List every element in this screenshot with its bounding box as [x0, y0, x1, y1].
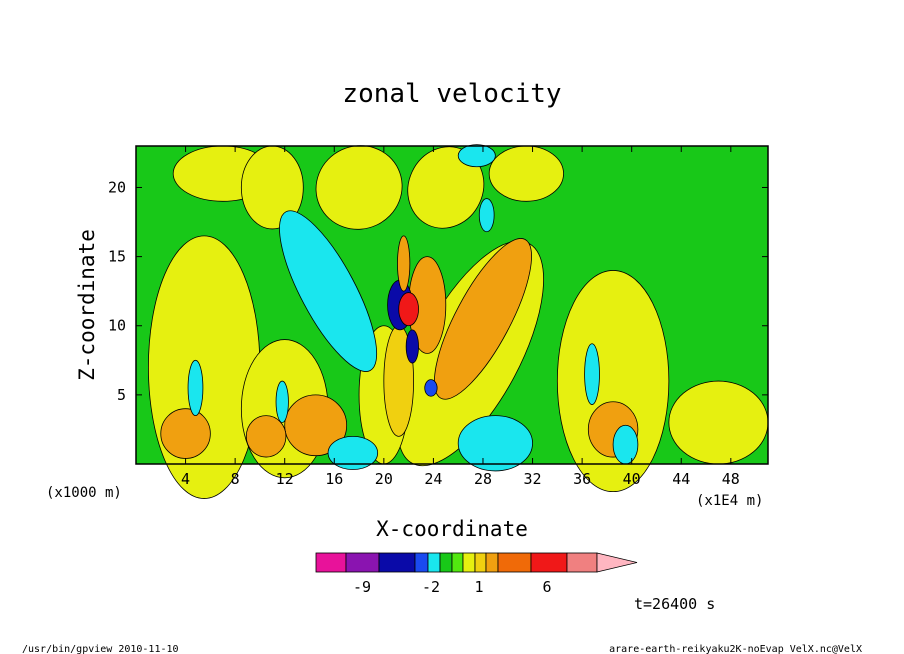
- footer-source: arare-earth-reikyaku2K-noEvap_VelX.nc@Ve…: [609, 644, 862, 654]
- y-tick-label: 5: [117, 386, 126, 404]
- y-axis-title: Z-coordinate: [75, 229, 99, 381]
- colorbar-swatch: [345, 552, 380, 573]
- field-region: [668, 380, 769, 465]
- field-region: [279, 210, 378, 372]
- y-tick-label: 15: [108, 248, 126, 266]
- field-region: [245, 415, 287, 458]
- x-tick-label: 28: [474, 470, 492, 488]
- field-region: [275, 380, 289, 423]
- field-region: [284, 394, 348, 457]
- colorbar: -9 -2 1 6: [315, 552, 638, 596]
- colorbar-swatch: [427, 552, 441, 573]
- field-region: [327, 435, 379, 470]
- footer-command: /usr/bin/gpview 2010-11-10: [22, 644, 179, 654]
- field-region: [457, 144, 496, 168]
- colorbar-swatch: [315, 552, 347, 573]
- colorbar-swatch: [530, 552, 568, 573]
- colorbar-tick-label: -2: [422, 578, 440, 596]
- colorbar-swatch: [485, 552, 499, 573]
- y-tick-label: 10: [108, 317, 126, 335]
- field-region: [315, 145, 403, 230]
- field-region: [405, 329, 419, 364]
- x-tick-label: 12: [276, 470, 294, 488]
- x-unit-label: (x1E4 m): [696, 493, 763, 509]
- colorbar-swatch: [414, 552, 429, 573]
- x-tick-label: 8: [231, 470, 240, 488]
- velocity-field: [147, 144, 769, 499]
- field-region: [488, 145, 564, 202]
- colorbar-swatch: [451, 552, 464, 573]
- x-axis-title: X-coordinate: [376, 517, 528, 541]
- x-tick-label: 40: [623, 470, 641, 488]
- colorbar-swatch: [378, 552, 416, 573]
- x-tick-label: 32: [524, 470, 542, 488]
- x-tick-label: 44: [672, 470, 690, 488]
- colorbar-tick-label: -9: [353, 578, 371, 596]
- field-region: [397, 235, 411, 292]
- field-region: [584, 343, 600, 405]
- field-region: [612, 424, 639, 465]
- x-tick-label: 24: [424, 470, 442, 488]
- field-region: [187, 359, 204, 417]
- field-region: [457, 415, 533, 472]
- chart-title: zonal velocity: [342, 79, 561, 109]
- field-region: [556, 270, 670, 493]
- x-tick-label: 36: [573, 470, 591, 488]
- field-region: [398, 292, 419, 327]
- field-region: [434, 238, 532, 400]
- field-region: [424, 379, 438, 397]
- colorbar-swatch: [566, 552, 598, 573]
- colorbar-swatch: [497, 552, 532, 573]
- field-region: [160, 408, 211, 459]
- field-region: [478, 198, 495, 233]
- x-tick-label: 4: [181, 470, 190, 488]
- plot-frame: [135, 145, 769, 465]
- colorbar-tick-label: 6: [542, 578, 551, 596]
- colorbar-swatch: [462, 552, 476, 573]
- y-unit-label: (x1000 m): [46, 485, 122, 501]
- colorbar-extend-arrow: [596, 552, 638, 573]
- x-tick-label: 20: [375, 470, 393, 488]
- colorbar-swatch: [474, 552, 487, 573]
- colorbar-swatch: [439, 552, 453, 573]
- time-label: t=26400 s: [634, 595, 715, 613]
- x-tick-label: 48: [722, 470, 740, 488]
- x-tick-label: 16: [325, 470, 343, 488]
- y-tick-label: 20: [108, 178, 126, 196]
- field-region: [147, 235, 261, 499]
- colorbar-tick-label: 1: [474, 578, 483, 596]
